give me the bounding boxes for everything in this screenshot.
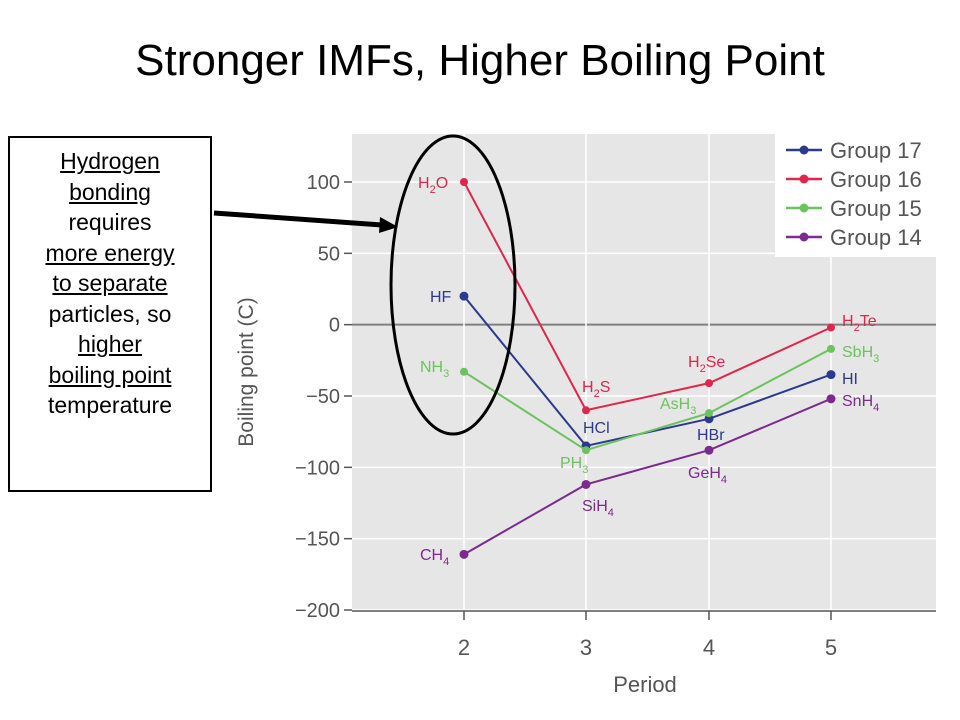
data-point [582, 446, 590, 455]
y-tick-label: 100 [307, 172, 340, 194]
data-point [459, 291, 469, 301]
point-label: AsH3 [660, 396, 696, 417]
point-label: HBr [697, 427, 725, 444]
legend-swatch-dot [799, 232, 809, 242]
callout-arrow [213, 210, 383, 228]
data-point [826, 370, 836, 380]
y-tick-label: −50 [306, 386, 340, 408]
highlight-ellipse [389, 134, 517, 436]
series-line-group-15 [463, 348, 832, 452]
hydrogen-bonding-callout: Hydrogen bonding requires more energy to sep… [8, 136, 212, 492]
y-tick-label: −100 [295, 457, 340, 479]
point-label: H2S [582, 379, 610, 400]
x-tick-label: 3 [580, 635, 592, 660]
point-label: SiH4 [582, 498, 614, 519]
y-tick-label: 0 [329, 315, 340, 337]
callout-line: more energy [45, 239, 175, 266]
point-label: SnH4 [842, 393, 879, 414]
point-label: H2Te [842, 313, 877, 334]
data-point [581, 479, 591, 489]
legend-swatch-dot [799, 145, 809, 155]
point-label: NH3 [420, 359, 449, 380]
callout-line: particles, so [48, 300, 172, 327]
data-point [582, 406, 590, 415]
legend-swatch-dot [799, 203, 809, 213]
callout-line: temperature [47, 392, 172, 418]
axis-layer: 100 50 0 −50 −100 −150 −200 2 3 4 5 Period Boiling p… [235, 172, 936, 697]
legend-swatch-dot [799, 174, 809, 184]
point-label: PH3 [560, 455, 588, 476]
x-axis-title: Period [613, 672, 677, 697]
point-label-layer: HF HCl HBr HI H2O H2S H2Se H2Te NH3 PH3 AsH3 SbH3 CH… [418, 175, 879, 568]
x-tick-label: 4 [703, 635, 715, 660]
data-point [827, 344, 835, 353]
callout-line: bonding [69, 178, 151, 205]
data-point [460, 367, 468, 376]
y-axis-title: Boiling point (C) [235, 297, 258, 446]
series-layer [459, 178, 836, 559]
point-label: SbH3 [842, 344, 879, 365]
legend-label: Group 16 [830, 167, 922, 192]
series-line-group-14 [463, 397, 832, 556]
x-tick-label: 2 [458, 635, 470, 660]
legend: Group 17 Group 16 Group 15 Group 14 [775, 134, 936, 257]
callout-line: higher [78, 331, 142, 357]
data-point [704, 445, 714, 455]
point-label: HCl [583, 420, 610, 437]
slide-title: Stronger IMFs, Higher Boiling Point [135, 36, 825, 85]
data-point [827, 323, 835, 332]
point-label: CH4 [420, 547, 449, 568]
data-point [704, 414, 714, 424]
point-label: H2Se [688, 354, 725, 375]
callout-line: Hydrogen [60, 148, 160, 174]
data-point [459, 549, 469, 559]
y-tick-label: −150 [295, 529, 340, 551]
data-point [826, 394, 836, 404]
point-label: H2O [418, 175, 448, 196]
series-line-group-16 [463, 181, 832, 412]
legend-label: Group 14 [830, 225, 922, 250]
y-tick-label: −200 [295, 600, 340, 622]
x-tick-label: 5 [825, 635, 837, 660]
callout-line: boiling point [48, 361, 172, 388]
callout-line: to separate [52, 270, 168, 296]
point-label: HI [842, 371, 858, 388]
data-point [460, 178, 468, 186]
legend-label: Group 17 [830, 138, 922, 163]
data-point [705, 379, 713, 388]
point-label: HF [430, 289, 452, 306]
point-label: GeH4 [688, 465, 727, 486]
callout-arrowhead [379, 217, 398, 233]
data-point [705, 409, 713, 418]
y-tick-label: 50 [318, 243, 340, 265]
legend-label: Group 15 [830, 196, 922, 221]
callout-line: requires [68, 209, 152, 235]
